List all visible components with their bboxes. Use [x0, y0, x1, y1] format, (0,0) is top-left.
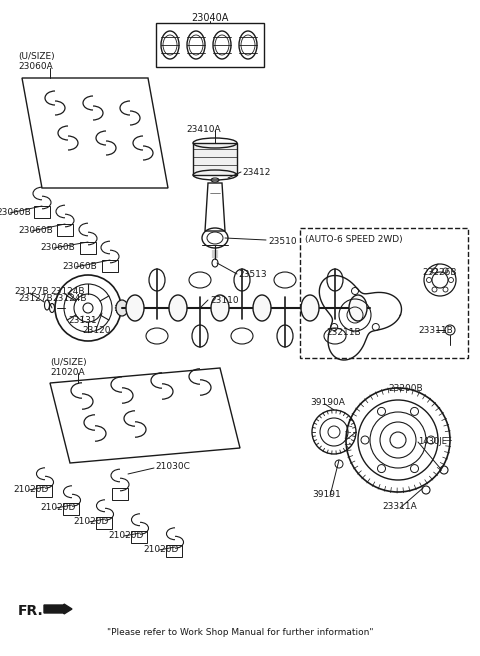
Text: 23311B: 23311B — [418, 326, 453, 335]
Text: 23127B: 23127B — [18, 294, 53, 303]
Text: 23060A: 23060A — [18, 62, 53, 71]
Ellipse shape — [169, 295, 187, 321]
Text: FR.: FR. — [18, 604, 44, 618]
Bar — [166, 545, 182, 557]
Text: 23311A: 23311A — [382, 502, 417, 511]
Bar — [36, 485, 52, 497]
Text: 21030C: 21030C — [155, 462, 190, 471]
Text: 23124B: 23124B — [50, 287, 84, 296]
Text: 21020D: 21020D — [73, 517, 108, 526]
Text: 21020A: 21020A — [50, 368, 84, 377]
Ellipse shape — [301, 295, 319, 321]
Text: 39191: 39191 — [312, 490, 341, 499]
Bar — [112, 488, 128, 500]
Bar — [63, 503, 79, 515]
Bar — [193, 143, 237, 175]
Ellipse shape — [253, 295, 271, 321]
Text: 23060B: 23060B — [0, 208, 31, 217]
Text: 23120: 23120 — [82, 326, 110, 335]
Text: 21020D: 21020D — [13, 485, 48, 494]
Text: 23060B: 23060B — [40, 243, 75, 252]
Text: (U/SIZE): (U/SIZE) — [18, 52, 55, 61]
Bar — [156, 23, 264, 67]
Text: 21020D: 21020D — [40, 503, 75, 512]
Text: "Please refer to Work Shop Manual for further information": "Please refer to Work Shop Manual for fu… — [107, 628, 373, 637]
Text: (U/SIZE): (U/SIZE) — [50, 358, 86, 367]
Bar — [80, 242, 96, 254]
Ellipse shape — [116, 300, 128, 316]
Text: 1430JE: 1430JE — [418, 437, 447, 446]
Text: 23410A: 23410A — [186, 125, 221, 134]
Bar — [131, 531, 147, 543]
Ellipse shape — [211, 295, 229, 321]
Text: 23513: 23513 — [238, 270, 266, 279]
Text: 23131: 23131 — [68, 316, 96, 325]
Text: 23200B: 23200B — [388, 384, 422, 393]
Text: 23226B: 23226B — [422, 268, 456, 277]
Bar — [102, 260, 118, 272]
Text: 23412: 23412 — [242, 168, 270, 177]
Bar — [96, 517, 112, 529]
Text: 23510: 23510 — [268, 237, 297, 246]
Bar — [34, 206, 50, 218]
Text: 23110: 23110 — [210, 296, 239, 305]
Bar — [57, 224, 73, 236]
Text: 23060B: 23060B — [62, 262, 97, 271]
Text: 23127B: 23127B — [14, 287, 48, 296]
Text: (AUTO-6 SPEED 2WD): (AUTO-6 SPEED 2WD) — [305, 235, 403, 244]
Text: 23040A: 23040A — [192, 13, 228, 23]
Text: 23060B: 23060B — [18, 226, 53, 235]
Text: 23124B: 23124B — [52, 294, 86, 303]
Text: 23211B: 23211B — [326, 328, 360, 337]
Text: 21020D: 21020D — [143, 545, 179, 554]
Bar — [300, 228, 468, 358]
FancyArrow shape — [44, 604, 72, 614]
Ellipse shape — [126, 295, 144, 321]
Text: 39190A: 39190A — [310, 398, 345, 407]
Text: 21020D: 21020D — [108, 531, 144, 540]
Ellipse shape — [349, 295, 367, 321]
